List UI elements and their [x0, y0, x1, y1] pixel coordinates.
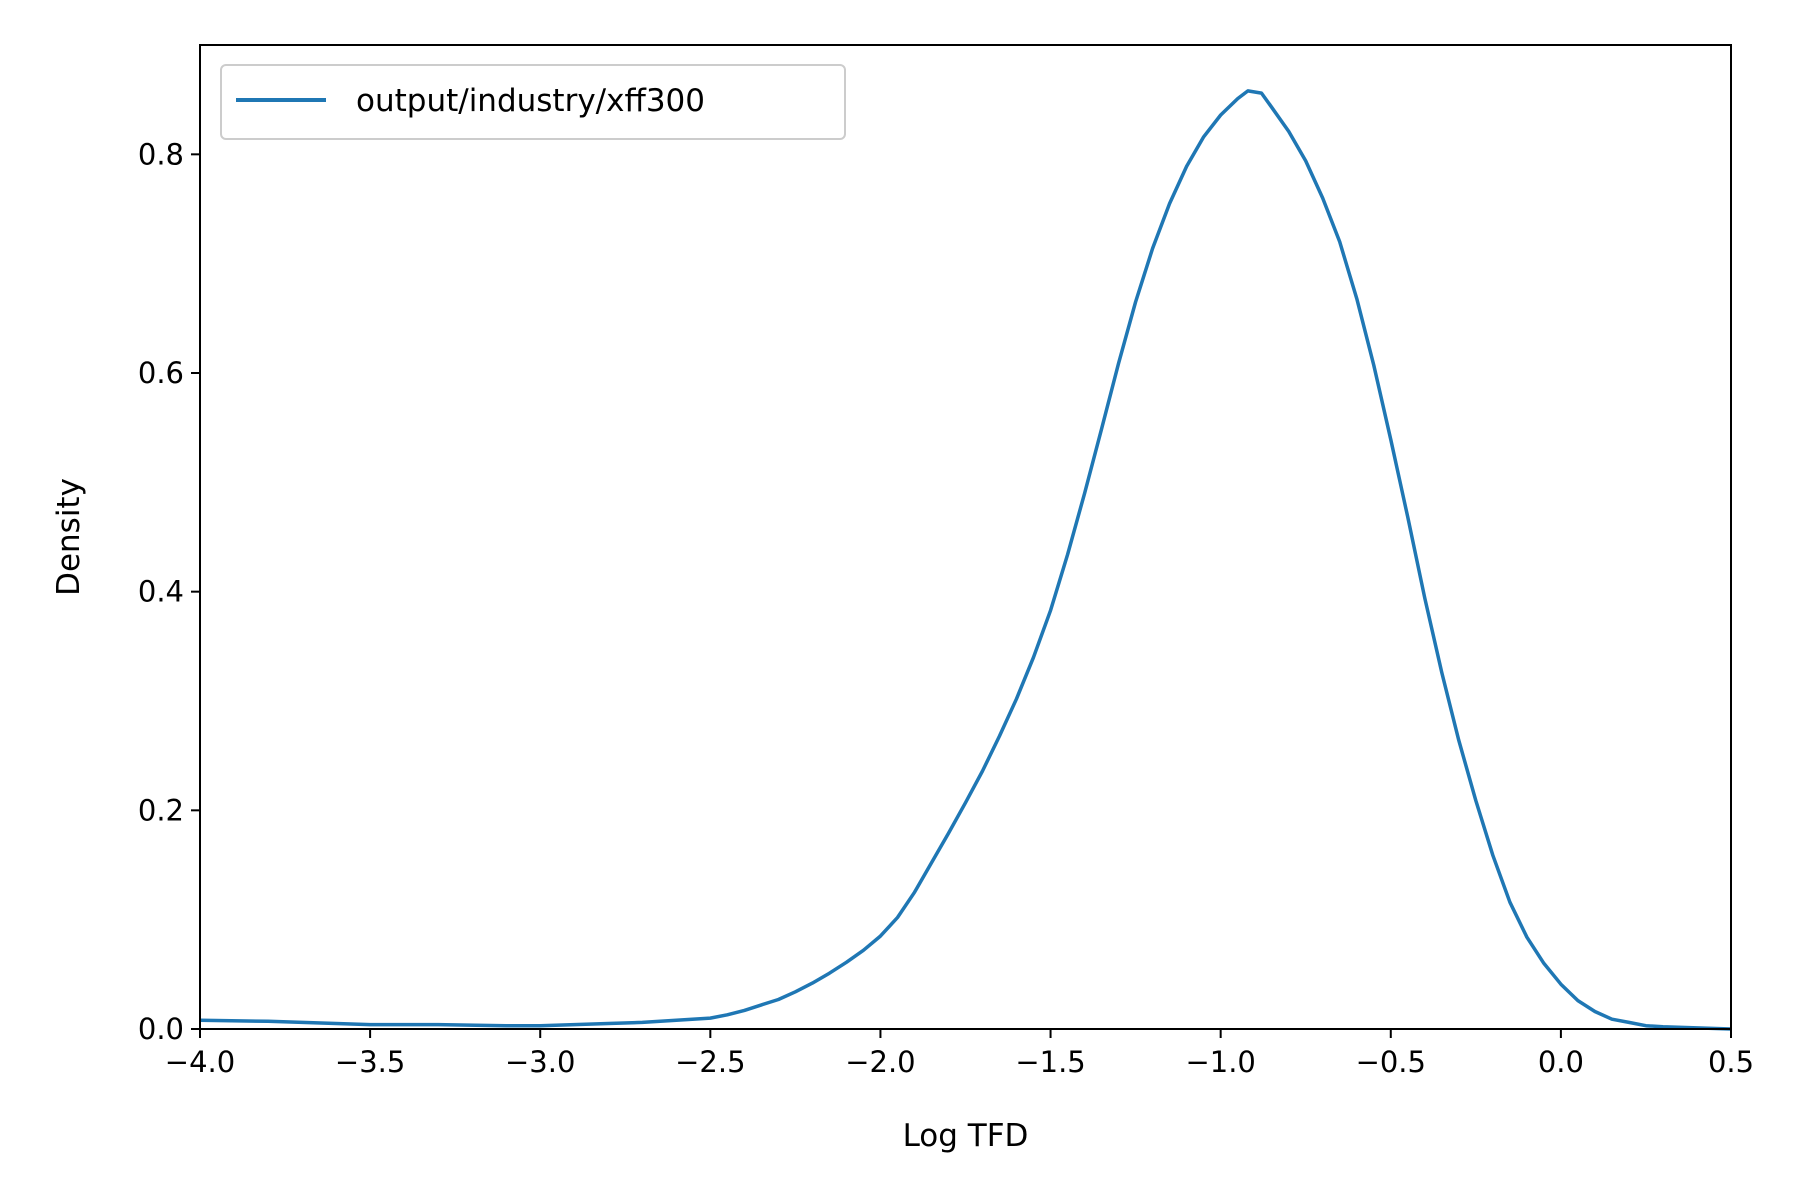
x-tick-label: −1.5: [1015, 1045, 1085, 1079]
legend-box: [220, 64, 846, 140]
y-tick-label: 0.0: [138, 1012, 184, 1046]
x-tick-label: −2.0: [845, 1045, 915, 1079]
x-tick-label: −2.5: [675, 1045, 745, 1079]
y-tick-label: 0.8: [138, 137, 184, 171]
x-tick-label: 0.0: [1538, 1045, 1584, 1079]
legend: output/industry/xff300: [220, 64, 846, 140]
legend-label: output/industry/xff300: [356, 83, 705, 119]
x-axis: −4.0 −3.5 −3.0 −2.5 −2.0 −1.5 −1.0 −0.5 0.0 0.5: [165, 1029, 1754, 1079]
x-tick-label: −4.0: [165, 1045, 235, 1079]
y-axis-label: Density: [51, 478, 87, 596]
plot-frame: [199, 44, 1732, 1030]
x-tick-label: −3.0: [505, 1045, 575, 1079]
x-axis-label: Log TFD: [903, 1118, 1029, 1154]
x-tick-label: −1.0: [1185, 1045, 1255, 1079]
x-tick-label: −3.5: [335, 1045, 405, 1079]
y-axis: 0.0 0.2 0.4 0.6 0.8: [138, 137, 200, 1046]
y-tick-label: 0.2: [138, 793, 184, 827]
plot-area: [199, 89, 1732, 1031]
y-tick-label: 0.6: [138, 356, 184, 390]
series-line-0: [199, 89, 1732, 1031]
y-tick-label: 0.4: [138, 575, 184, 609]
x-tick-label: −0.5: [1356, 1045, 1426, 1079]
x-tick-label: 0.5: [1708, 1045, 1754, 1079]
